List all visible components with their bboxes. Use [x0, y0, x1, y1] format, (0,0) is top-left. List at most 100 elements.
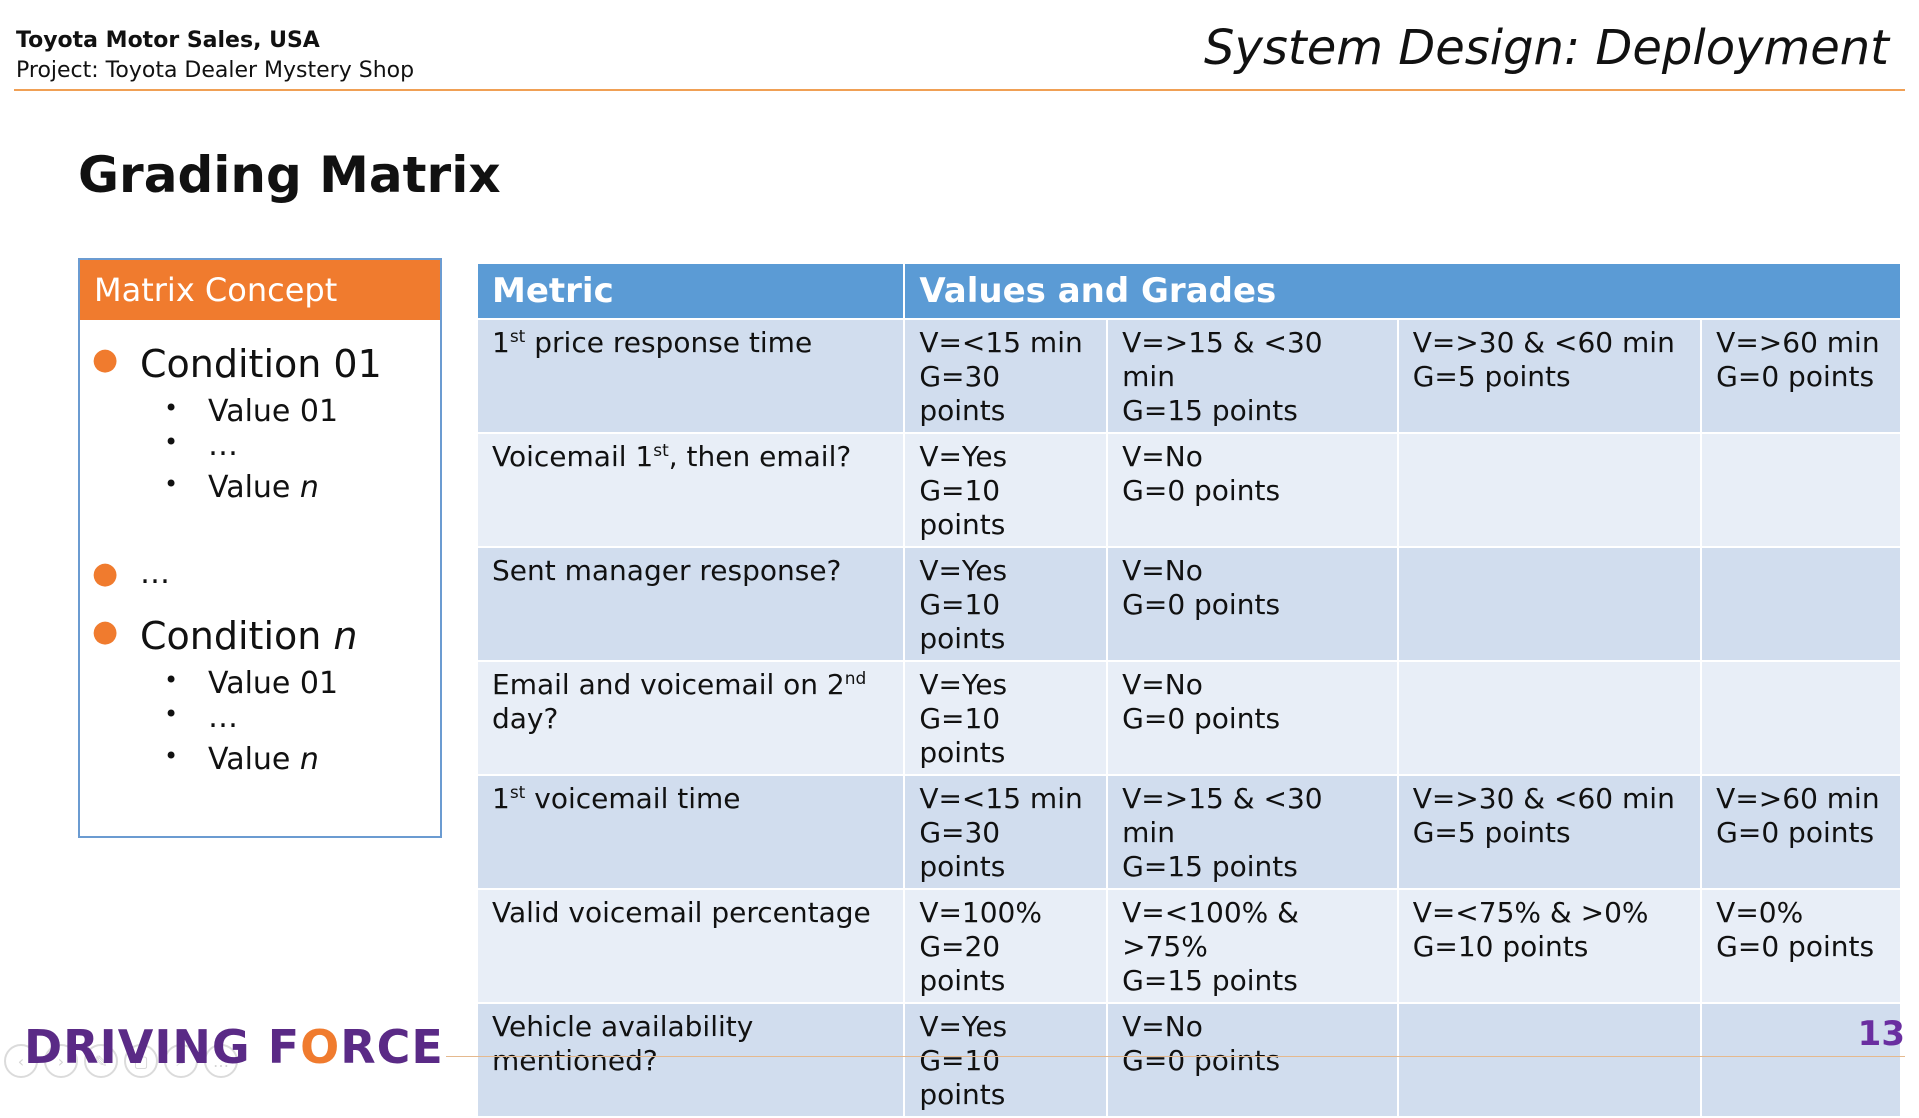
- grade-line: G=0 points: [1716, 360, 1875, 393]
- table-row: Sent manager response? V=Yes G=10 points V=…: [475, 546, 1902, 662]
- value-text: Value: [208, 742, 300, 777]
- condition-last: ● Condition n: [92, 614, 358, 658]
- slide-nav-controls[interactable]: ‹ › ✎ ▢ ⌕ …: [4, 1044, 238, 1078]
- value-grade-cell: V=>15 & <30 min G=15 points: [1106, 774, 1399, 890]
- value-line: V=<75% & >0%: [1412, 896, 1649, 929]
- metric-superscript: nd: [844, 669, 867, 689]
- grade-line: G=0 points: [1716, 816, 1875, 849]
- bullet-icon: •: [164, 428, 179, 456]
- grade-line: G=10 points: [919, 1044, 1006, 1111]
- value-line: V=No: [1122, 554, 1203, 587]
- grade-line: G=5 points: [1412, 816, 1571, 849]
- condition-last-label: Condition: [140, 614, 334, 658]
- grade-line: G=30 points: [919, 816, 1006, 883]
- value-line: V=>60 min: [1716, 782, 1880, 815]
- metric-cell: Voicemail 1st, then email?: [475, 432, 906, 548]
- table-row: Email and voicemail on 2nd day? V=Yes G=10…: [475, 660, 1902, 776]
- value-grade-cell: V=>30 & <60 min G=5 points: [1396, 318, 1703, 434]
- value-line: V=>30 & <60 min: [1412, 782, 1675, 815]
- metric-text: voicemail time: [525, 782, 741, 815]
- bullet-icon: •: [164, 700, 179, 728]
- metric-text: Voicemail 1: [492, 440, 654, 473]
- grade-line: G=10 points: [919, 702, 1006, 769]
- prev-icon[interactable]: ‹: [4, 1044, 38, 1078]
- value-line: V=Yes: [919, 554, 1008, 587]
- metric-text: 1: [492, 326, 510, 359]
- grade-line: G=0 points: [1716, 930, 1875, 963]
- metric-cell: Sent manager response?: [475, 546, 906, 662]
- condition-last-value-2: •…: [164, 700, 238, 735]
- bullet-icon: ●: [92, 556, 119, 591]
- table-row: Vehicle availability mentioned? V=Yes G=10…: [475, 1002, 1902, 1118]
- more-icon[interactable]: …: [204, 1044, 238, 1078]
- matrix-concept-heading: Matrix Concept: [80, 260, 440, 320]
- value-grade-cell: V=<75% & >0% G=10 points: [1396, 888, 1703, 1004]
- header-divider: [14, 89, 1905, 91]
- value-line: V=<100% & >75%: [1122, 896, 1300, 963]
- page-number: 13: [1857, 1014, 1905, 1054]
- metric-superscript: st: [509, 327, 526, 347]
- grade-line: G=5 points: [1412, 360, 1571, 393]
- value-grade-cell: V=<15 min G=30 points: [903, 774, 1109, 890]
- value-grade-cell: V=0% G=0 points: [1700, 888, 1902, 1004]
- metric-superscript: st: [653, 441, 669, 461]
- section-title: Grading Matrix: [78, 146, 501, 204]
- table-row: Voicemail 1st, then email? V=Yes G=10 poin…: [475, 432, 1902, 548]
- slides-icon[interactable]: ▢: [124, 1044, 158, 1078]
- value-line: V=0%: [1716, 896, 1804, 929]
- value-grade-cell: V=<100% & >75% G=15 points: [1106, 888, 1399, 1004]
- grading-matrix-table: Metric Values and Grades 1st price respo…: [475, 262, 1902, 1118]
- header-metric: Metric: [475, 262, 906, 320]
- bullet-icon: ●: [92, 614, 119, 649]
- logo-text: DRIVING F: [24, 1020, 301, 1074]
- zoom-icon[interactable]: ⌕: [164, 1044, 198, 1078]
- condition-ellipsis: ● …: [92, 556, 170, 591]
- bullet-icon: ●: [92, 342, 119, 377]
- metric-text: 1: [492, 782, 510, 815]
- grade-line: G=15 points: [1122, 394, 1298, 427]
- value-text: …: [208, 700, 238, 735]
- condition-first-label: Condition 01: [140, 342, 382, 386]
- value-text: …: [208, 428, 238, 463]
- value-grade-cell: V=Yes G=10 points: [903, 432, 1109, 548]
- value-line: V=<15 min: [919, 326, 1083, 359]
- next-icon[interactable]: ›: [44, 1044, 78, 1078]
- value-grade-cell: [1396, 432, 1703, 548]
- value-grade-cell: V=<15 min G=30 points: [903, 318, 1109, 434]
- condition-first-value-1: • Value 01: [164, 394, 339, 429]
- italic-n: n: [299, 470, 319, 505]
- value-line: V=No: [1122, 668, 1203, 701]
- italic-n: n: [299, 742, 319, 777]
- value-grade-cell: [1396, 660, 1703, 776]
- metric-superscript: st: [509, 783, 526, 803]
- logo-text: RCE: [340, 1020, 444, 1074]
- value-text: Value 01: [208, 394, 339, 429]
- table-header-row: Metric Values and Grades: [475, 262, 1902, 320]
- footer-divider: [446, 1056, 1905, 1057]
- grade-line: G=0 points: [1122, 702, 1281, 735]
- metric-cell: Email and voicemail on 2nd day?: [475, 660, 906, 776]
- value-text: Value: [208, 470, 300, 505]
- bullet-icon: •: [164, 470, 179, 498]
- grade-line: G=20 points: [919, 930, 1006, 997]
- logo-swirl: O: [300, 1020, 341, 1074]
- bullet-icon: •: [164, 742, 179, 770]
- ellipsis-text: …: [140, 556, 170, 591]
- value-line: V=No: [1122, 1010, 1203, 1043]
- metric-cell: 1st voicemail time: [475, 774, 906, 890]
- table-row: 1st price response time V=<15 min G=30 poi…: [475, 318, 1902, 434]
- grade-line: G=15 points: [1122, 964, 1298, 997]
- value-grade-cell: V=>60 min G=0 points: [1700, 318, 1902, 434]
- condition-last-value-1: • Value 01: [164, 666, 338, 701]
- value-line: V=No: [1122, 440, 1203, 473]
- metric-text: Valid voicemail percentage: [492, 896, 871, 929]
- value-grade-cell: [1700, 660, 1902, 776]
- bullet-icon: •: [164, 394, 179, 422]
- organization-name: Toyota Motor Sales, USA: [16, 28, 320, 53]
- grade-line: G=10 points: [919, 588, 1006, 655]
- italic-n: n: [333, 614, 358, 658]
- pen-icon[interactable]: ✎: [84, 1044, 118, 1078]
- value-line: V=>30 & <60 min: [1412, 326, 1675, 359]
- condition-first: ● Condition 01: [92, 342, 382, 386]
- grade-line: G=15 points: [1122, 850, 1298, 883]
